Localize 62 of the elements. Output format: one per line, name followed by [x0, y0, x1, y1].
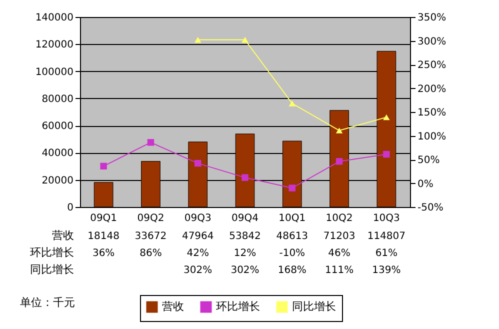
point	[100, 162, 107, 170]
point	[194, 36, 202, 43]
text: 单位：千元	[20, 296, 75, 309]
y-tick-label: 100000	[35, 66, 74, 78]
data-label: 47964	[182, 231, 214, 242]
data-label: 48613	[276, 231, 308, 242]
text: 营收	[52, 229, 74, 242]
point	[288, 184, 296, 192]
x-tick-label: 09Q2	[137, 213, 164, 224]
y2-tick-label: 350%	[418, 12, 446, 24]
y-tick-label: 140000	[35, 12, 74, 24]
y2-tick-label: 50%	[418, 155, 440, 166]
y2-tick-label: 0%	[418, 178, 434, 190]
y-tick-label: 40000	[42, 148, 74, 160]
y-tick-label: 120000	[35, 40, 74, 51]
data-label: 302%	[230, 265, 260, 276]
data-label: 61%	[375, 248, 398, 259]
point	[242, 174, 248, 181]
x-tick-label: 09Q4	[232, 213, 258, 224]
y2-tick-label: 200%	[418, 84, 446, 95]
point	[336, 128, 343, 134]
y-tick-label: 0	[67, 202, 74, 214]
y2-tick-label: 250%	[418, 60, 446, 71]
point	[383, 114, 390, 120]
data-label: 53842	[229, 231, 261, 242]
data-label: 33672	[134, 231, 167, 242]
y-tick-label: 80000	[42, 94, 74, 105]
y2-tick-label: 300%	[418, 36, 446, 48]
data-label: 111%	[324, 265, 354, 276]
y-tick-label: 20000	[42, 175, 74, 186]
data-label: -10%	[279, 248, 306, 259]
point	[288, 100, 296, 106]
text: 同比增长	[30, 263, 74, 276]
x-tick-label: 09Q3	[184, 213, 212, 224]
text: 环比增长	[30, 246, 74, 259]
x-tick-label: 10Q1	[278, 213, 306, 224]
point	[147, 139, 154, 146]
point	[336, 158, 343, 165]
legend-label: 营收	[162, 300, 184, 313]
y-tick-label: 60000	[42, 121, 74, 132]
x-tick-label: 10Q3	[372, 213, 400, 224]
data-label: 18148	[88, 231, 120, 242]
data-label: 168%	[278, 265, 306, 276]
data-label: 86%	[140, 248, 162, 259]
legend-label: 环比增长	[216, 300, 260, 313]
point	[242, 36, 248, 43]
data-label: 12%	[234, 248, 256, 259]
data-label: 42%	[186, 248, 209, 259]
x-tick-label: 10Q2	[326, 213, 353, 224]
point	[383, 150, 390, 158]
data-label: 139%	[372, 265, 401, 276]
y2-tick-label: 150%	[418, 108, 446, 118]
y2-tick-label: 100%	[418, 131, 446, 142]
data-label: 114807	[367, 231, 406, 242]
data-label: 36%	[92, 248, 115, 259]
y2-tick-label: -50%	[418, 202, 444, 214]
data-label: 302%	[184, 265, 212, 276]
point	[194, 160, 202, 167]
x-tick-label: 09Q1	[90, 213, 118, 224]
legend-label: 同比增长	[292, 300, 336, 313]
data-label: 71203	[323, 231, 356, 242]
data-label: 46%	[328, 248, 350, 259]
